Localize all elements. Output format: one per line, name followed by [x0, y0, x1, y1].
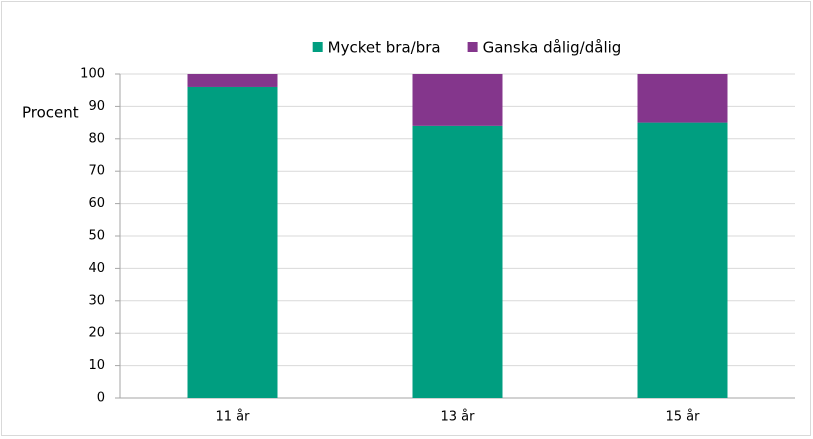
y-tick-label: 50	[88, 229, 105, 244]
bar-segment	[637, 122, 728, 398]
y-axis-label: Procent	[22, 104, 79, 122]
y-tick-label: 0	[97, 391, 105, 406]
y-tick-label: 70	[88, 164, 105, 179]
y-tick-label: 30	[88, 293, 105, 308]
bar-segment	[412, 74, 503, 126]
x-tick-label: 11 år	[216, 410, 251, 425]
y-tick-label: 10	[88, 358, 105, 373]
bar-segment	[187, 74, 278, 87]
bar-segment	[412, 125, 503, 398]
legend-swatch	[312, 42, 323, 52]
legend-label: Mycket bra/bra	[328, 39, 441, 57]
legend-label: Ganska dålig/dålig	[483, 39, 622, 57]
legend-swatch	[467, 42, 478, 52]
y-tick-label: 90	[88, 99, 105, 114]
bar-segment	[637, 74, 728, 123]
bar-segment	[187, 86, 278, 399]
y-tick-label: 100	[80, 67, 105, 82]
x-tick-label: 13 år	[441, 410, 476, 425]
y-tick-label: 80	[88, 131, 105, 146]
y-tick-label: 40	[88, 261, 105, 276]
x-tick-label: 15 år	[666, 410, 701, 425]
y-tick-label: 20	[88, 326, 105, 341]
y-tick-label: 60	[88, 196, 105, 211]
